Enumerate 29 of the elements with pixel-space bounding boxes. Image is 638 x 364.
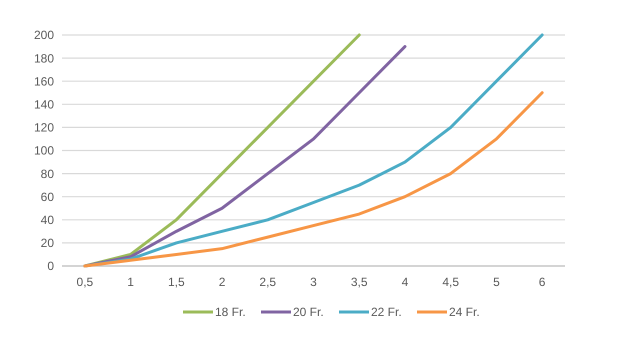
y-tick-label: 40 [40, 213, 54, 227]
y-tick-label: 160 [34, 74, 54, 88]
line-series [83, 91, 544, 268]
x-tick-label: 5 [493, 275, 500, 289]
x-tick-label: 3 [310, 275, 318, 289]
y-tick-label: 0 [47, 259, 54, 274]
x-tick-label: 2,5 [259, 275, 276, 289]
x-tick-label: 1 [127, 275, 134, 289]
x-tick-label: 6 [538, 275, 546, 289]
y-tick-label: 20 [40, 236, 54, 250]
x-tick-label: 3,5 [350, 275, 368, 289]
x-tick-label: 1,5 [168, 275, 185, 289]
y-tick-label: 100 [34, 144, 54, 158]
y-tick-label: 140 [34, 98, 54, 112]
y-tick-label: 80 [40, 166, 54, 181]
x-tick-label: 4,5 [442, 275, 460, 289]
y-tick-label: 120 [34, 120, 54, 135]
y-tick-label: 60 [40, 190, 54, 204]
line-series [83, 34, 361, 268]
y-tick-label: 180 [34, 51, 54, 66]
legend-label: 22 Fr. [371, 305, 402, 320]
x-tick-label: 0,5 [76, 275, 94, 289]
line-series [83, 45, 406, 268]
x-tick-label: 2 [218, 275, 226, 289]
legend-label: 20 Fr. [293, 305, 324, 320]
x-tick-label: 4 [402, 275, 409, 289]
legend-label: 24 Fr. [449, 305, 480, 320]
y-tick-label: 200 [34, 28, 54, 42]
legend-label: 18 Fr. [215, 305, 246, 320]
